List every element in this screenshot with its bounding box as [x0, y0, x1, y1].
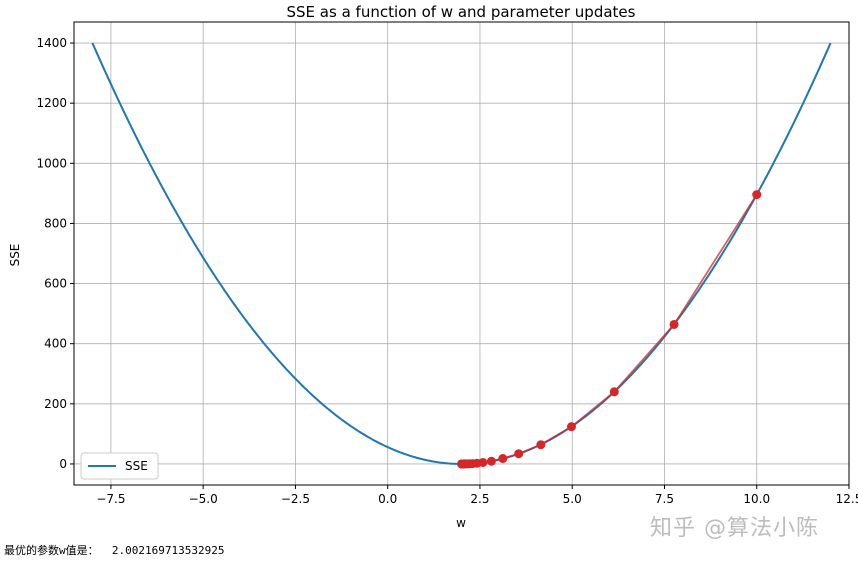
x-tick-label: 0.0: [378, 492, 397, 506]
legend-label-sse: SSE: [125, 459, 148, 473]
x-axis-ticks: −7.5 −5.0 −2.5 0.0 2.5 5.0 7.5 10.0 12.5: [96, 485, 858, 506]
legend: SSE: [80, 452, 159, 480]
x-tick-label: 5.0: [563, 492, 582, 506]
plot-frame: [73, 21, 850, 486]
update-point: [752, 190, 762, 200]
y-tick-label: 1000: [36, 156, 67, 170]
update-point: [457, 459, 467, 469]
x-tick-label: 12.5: [836, 492, 858, 506]
update-point: [536, 440, 546, 450]
x-tick-label: 7.5: [655, 492, 674, 506]
update-point: [669, 319, 679, 329]
update-point: [566, 422, 576, 432]
y-tick-label: 1200: [36, 96, 67, 110]
watermark-text: 知乎 @算法小陈: [650, 516, 819, 541]
update-point: [514, 449, 524, 459]
output-text: 最优的参数w值是： 2.002169713532925: [4, 544, 225, 557]
y-axis-label: SSE: [8, 244, 22, 267]
series-layer: [91, 42, 832, 469]
x-tick-label: −5.0: [189, 492, 218, 506]
chart-title: SSE as a function of w and parameter upd…: [287, 3, 636, 21]
plot-background: [74, 22, 849, 485]
y-tick-label: 0: [59, 457, 67, 471]
x-tick-label: 2.5: [470, 492, 489, 506]
y-tick-label: 1400: [36, 36, 67, 50]
grid: [74, 22, 850, 485]
x-tick-label: −2.5: [281, 492, 310, 506]
update-point: [498, 454, 508, 464]
y-tick-label: 600: [44, 277, 67, 291]
update-point: [486, 456, 496, 466]
x-axis-label: w: [456, 516, 466, 530]
sse-chart: −7.5 −5.0 −2.5 0.0 2.5 5.0 7.5 10.0 12.5 0 200 400…: [8, 3, 858, 530]
update-point: [609, 387, 619, 397]
y-axis-ticks: 0 200 400 600 800 1000 1200 1400: [36, 36, 74, 471]
y-tick-label: 400: [44, 337, 67, 351]
legend-box: [80, 452, 159, 480]
y-tick-label: 800: [44, 216, 67, 230]
x-tick-label: −7.5: [96, 492, 125, 506]
y-tick-label: 200: [44, 397, 67, 411]
x-tick-label: 10.0: [743, 492, 770, 506]
